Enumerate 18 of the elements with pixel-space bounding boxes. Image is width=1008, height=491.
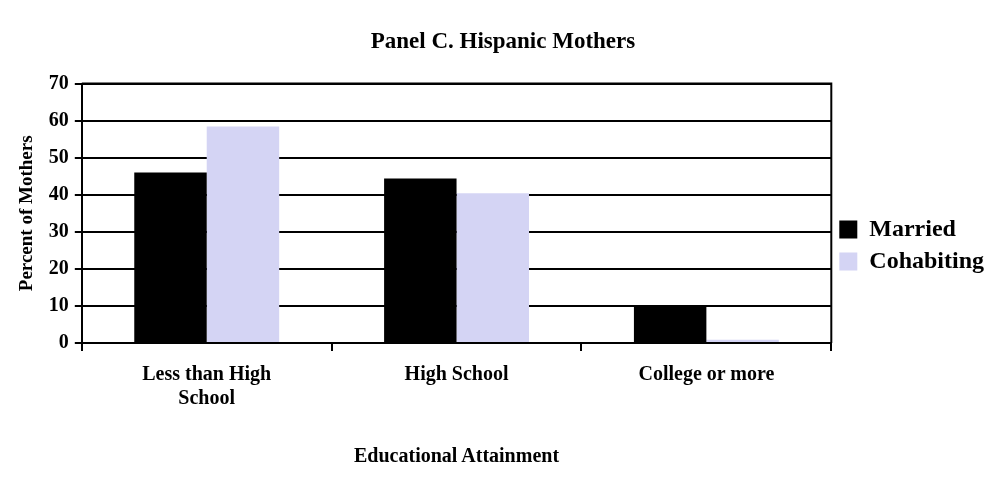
x-tick-label: College or more: [638, 362, 775, 386]
y-tick-label: 20: [48, 256, 69, 279]
x-tick-label: High School: [404, 362, 509, 386]
x-tick-label: Less than High School: [142, 362, 272, 409]
y-tick-label: 70: [48, 70, 69, 93]
y-tick-label: 0: [58, 330, 69, 353]
chart-title: Panel C. Hispanic Mothers: [370, 27, 636, 53]
bar: [456, 193, 529, 342]
y-tick-label: 60: [48, 107, 69, 130]
x-axis-title: Educational Attainment: [354, 444, 560, 467]
bar: [206, 126, 280, 342]
legend-label: Cohabiting: [869, 246, 984, 273]
y-tick-label: 40: [48, 181, 69, 204]
y-tick-label: 30: [48, 219, 69, 241]
y-axis-title: Percent of Mothers: [15, 135, 37, 292]
y-tick-label: 50: [48, 144, 69, 167]
y-tick-label: 10: [48, 293, 69, 316]
legend-label: Married: [869, 214, 957, 241]
